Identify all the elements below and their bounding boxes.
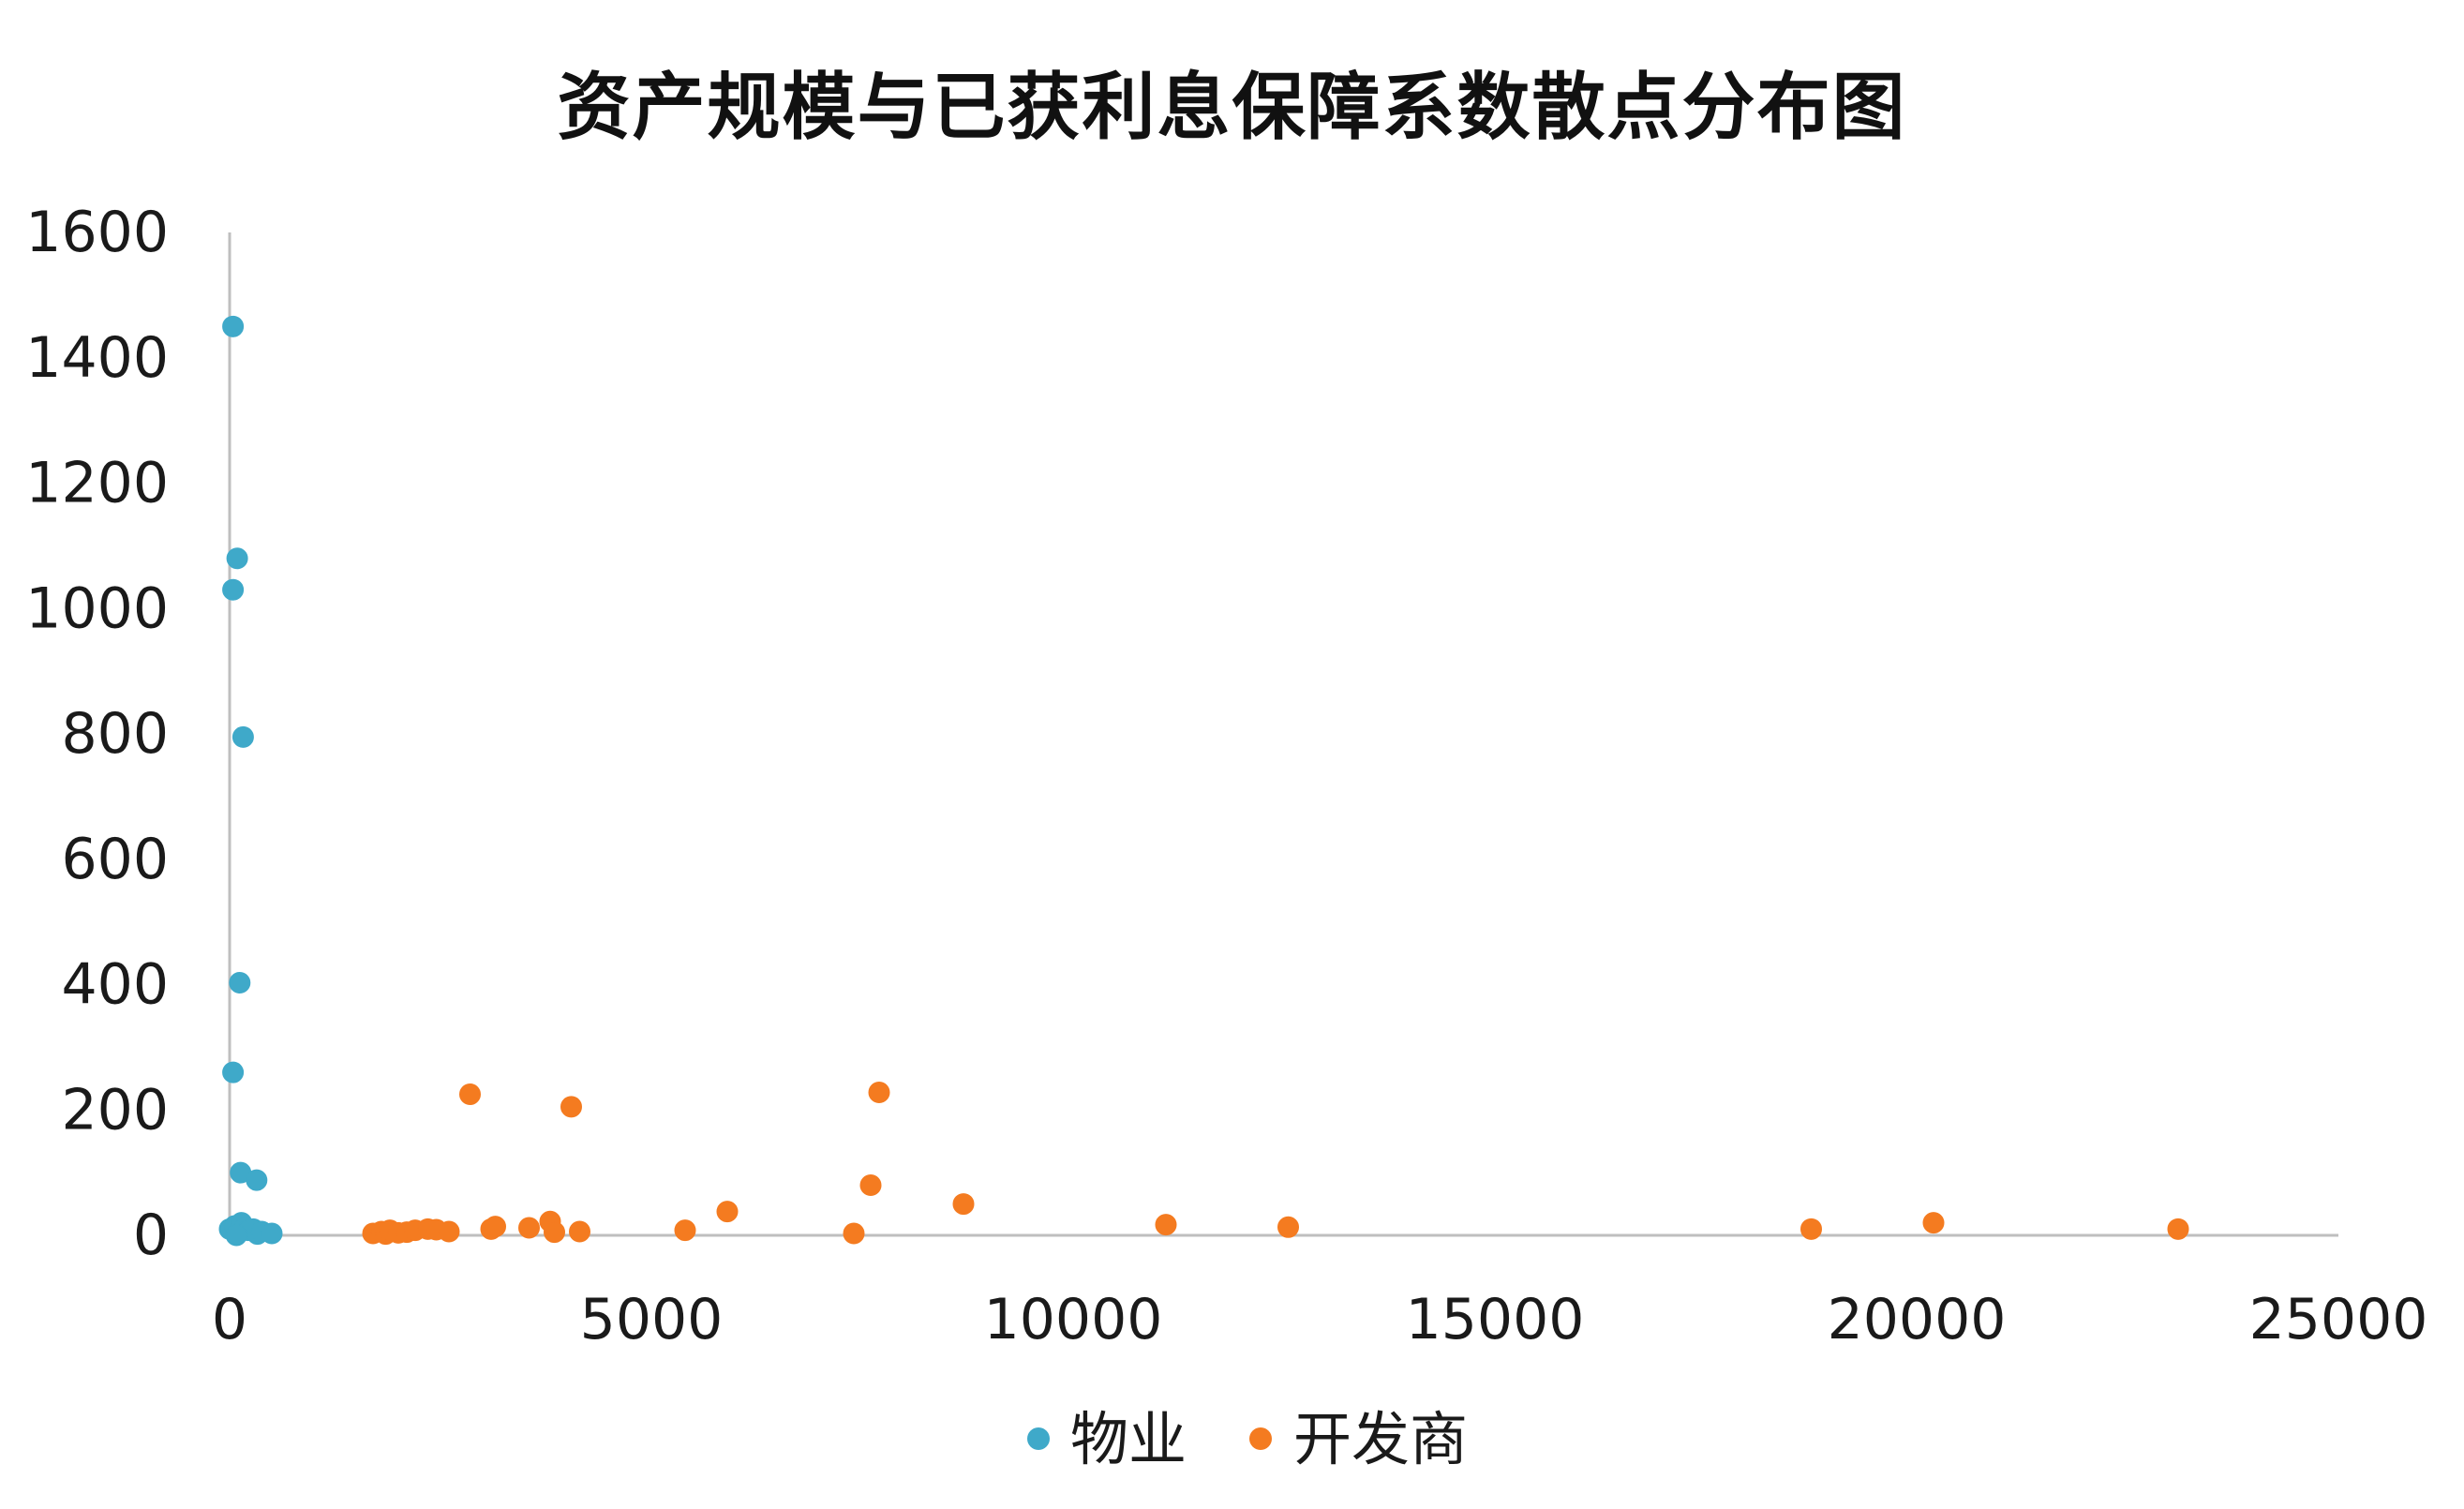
data-point <box>226 547 248 570</box>
data-point <box>229 971 251 994</box>
y-tick-label: 1200 <box>25 451 169 516</box>
y-tick-label: 800 <box>61 701 169 767</box>
data-point <box>1277 1216 1299 1238</box>
data-point <box>544 1221 565 1244</box>
y-tick-label: 1400 <box>25 325 169 391</box>
data-point <box>246 1169 268 1191</box>
x-tick-label: 10000 <box>984 1287 1163 1352</box>
data-point <box>1922 1212 1945 1234</box>
data-point <box>225 1224 247 1247</box>
legend-label: 物业 <box>1070 1405 1187 1473</box>
x-tick-label: 0 <box>212 1287 247 1352</box>
series-物业 <box>218 315 283 1247</box>
legend: 物业 开发商 <box>1027 1405 1468 1473</box>
y-tick-label: 600 <box>61 827 169 892</box>
data-point <box>231 725 254 748</box>
axes: 0 200 400 600 800 1000 1200 1400 1600 0 5000 10000 1… <box>25 200 2427 1352</box>
data-points <box>218 315 2189 1247</box>
data-point <box>485 1216 506 1238</box>
data-point <box>222 1061 245 1083</box>
legend-label: 开发商 <box>1293 1405 1468 1473</box>
data-point <box>952 1193 975 1216</box>
series-开发商 <box>362 1082 2189 1246</box>
data-point <box>222 315 245 337</box>
y-tick-label: 1000 <box>25 575 169 641</box>
x-tick-label: 20000 <box>1828 1287 2007 1352</box>
legend-item: 开发商 <box>1249 1405 1468 1473</box>
data-point <box>569 1220 590 1243</box>
data-point <box>459 1083 481 1106</box>
data-point <box>1800 1218 1822 1240</box>
legend-marker <box>1249 1427 1272 1450</box>
legend-item: 物业 <box>1027 1405 1187 1473</box>
data-point <box>843 1222 865 1245</box>
data-point <box>859 1174 882 1196</box>
chart-title: 资产规模与已获利息保障系数散点分布图 <box>557 66 1907 150</box>
x-tick-label: 25000 <box>2249 1287 2428 1352</box>
data-point <box>1155 1214 1177 1236</box>
legend-marker <box>1027 1427 1050 1450</box>
data-point <box>716 1201 739 1223</box>
data-point <box>261 1222 283 1245</box>
data-point <box>518 1217 540 1239</box>
data-point <box>438 1220 460 1243</box>
y-tick-label: 200 <box>61 1077 169 1143</box>
y-tick-label: 0 <box>133 1203 169 1268</box>
y-tick-label: 400 <box>61 952 169 1018</box>
data-point <box>868 1082 890 1104</box>
y-tick-label: 1600 <box>25 200 169 265</box>
data-point <box>560 1096 582 1118</box>
data-point <box>674 1219 696 1242</box>
data-point <box>2167 1218 2189 1240</box>
data-point <box>222 578 245 601</box>
x-tick-label: 15000 <box>1406 1287 1585 1352</box>
x-tick-label: 5000 <box>580 1287 724 1352</box>
